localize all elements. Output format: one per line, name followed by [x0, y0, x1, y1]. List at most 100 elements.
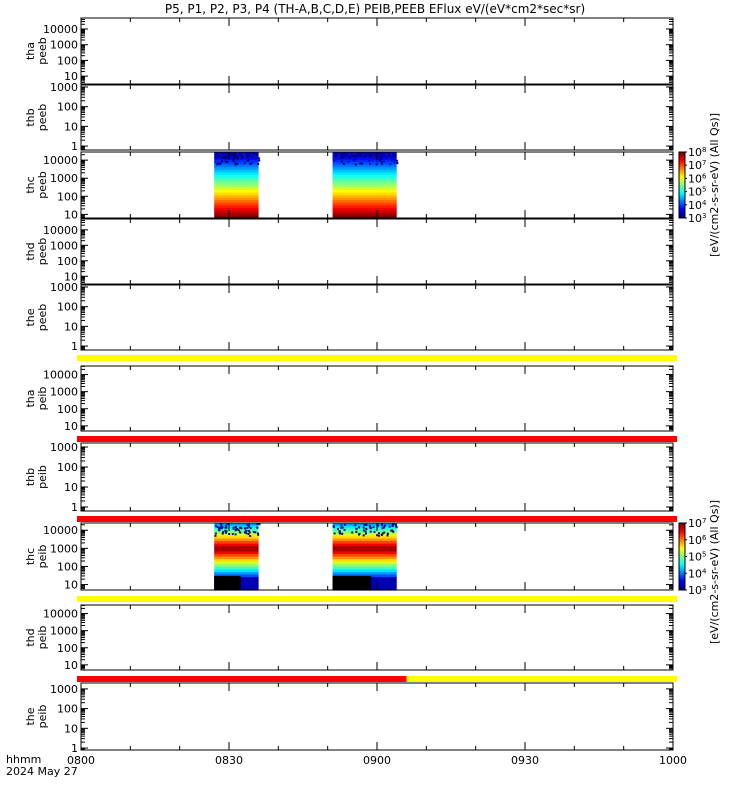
- spectrogram-row: [214, 559, 259, 563]
- spectrogram-speckle: [340, 524, 343, 527]
- spectrogram-speckle: [340, 526, 343, 529]
- spectrogram-speckle: [369, 154, 372, 157]
- spectrogram-speckle: [249, 535, 252, 537]
- spectrogram-speckle: [254, 155, 256, 158]
- colorbar-swatch: [679, 161, 685, 164]
- spectrogram-speckle: [234, 163, 237, 166]
- spectrogram-row: [332, 548, 397, 552]
- colorbar-tick-label: 106: [688, 172, 707, 185]
- spectrogram-speckle: [234, 526, 237, 528]
- spectrogram-speckle: [393, 161, 396, 164]
- panel-frame: [80, 604, 674, 671]
- spectrogram-speckle: [352, 154, 355, 157]
- spectrogram-speckle: [348, 153, 351, 156]
- colorbar-swatch: [679, 561, 685, 564]
- spectrogram-speckle: [340, 156, 343, 159]
- spectrogram-row: [332, 190, 397, 194]
- panel-label-instrument: peeb: [36, 104, 49, 132]
- colorbar-swatch: [679, 214, 685, 217]
- spectrogram-row: [214, 200, 259, 204]
- spectrogram-row: [332, 207, 397, 211]
- spectrogram-speckle: [239, 157, 242, 160]
- spectrogram-row: [332, 164, 397, 168]
- colorbar-swatch: [679, 523, 685, 526]
- spectrogram-row: [214, 192, 259, 196]
- panel-tha-peib: 10 100 1000 10000 tha peib: [24, 365, 677, 442]
- y-tick-label: 10: [64, 481, 78, 494]
- spectrogram-speckle: [352, 159, 355, 162]
- colorbar-swatch: [679, 556, 685, 559]
- spectrogram-speckle: [214, 534, 217, 537]
- spectrogram-speckle: [337, 528, 339, 531]
- spectrogram-speckle: [338, 530, 341, 533]
- spectrogram-row: [332, 215, 397, 219]
- spectrogram-row: [332, 564, 397, 568]
- spectrogram-speckle: [232, 155, 235, 158]
- spectrogram-speckle: [396, 159, 399, 162]
- colorbar-swatch: [679, 580, 685, 583]
- spectrogram-row: [214, 569, 259, 573]
- colorbar-swatch: [679, 199, 685, 202]
- x-tick-label: 0930: [511, 754, 539, 767]
- spectrogram-speckle: [380, 161, 383, 164]
- spectrogram-speckle: [256, 523, 259, 525]
- spectrogram-speckle: [332, 159, 335, 162]
- colorbar-swatch: [679, 559, 685, 563]
- colorbar-swatch: [679, 213, 685, 216]
- spectrogram-speckle: [257, 163, 260, 165]
- spectrogram-speckle: [234, 162, 237, 165]
- spectrogram-speckle: [220, 523, 223, 526]
- spectrogram-speckle: [390, 529, 393, 532]
- spectrogram-row: [332, 200, 397, 204]
- y-tick-label: 1000: [50, 625, 78, 638]
- spectrogram-row: [332, 561, 397, 565]
- y-tick-label: 10000: [43, 154, 78, 167]
- y-tick-label: 1000: [50, 81, 78, 94]
- spectrogram-speckle: [239, 526, 242, 529]
- status-bar-red: [77, 436, 677, 442]
- spectrogram-speckle: [373, 530, 376, 533]
- spectrogram-speckle: [390, 159, 393, 162]
- spectrogram-speckle: [221, 526, 224, 529]
- spectrogram-speckle: [247, 156, 249, 158]
- spectrogram-speckle: [333, 532, 336, 535]
- spectrogram-speckle: [393, 159, 396, 162]
- spectrogram-row: [214, 159, 259, 163]
- spectrogram-row: [214, 546, 259, 550]
- spectrogram-speckle: [249, 162, 252, 165]
- spectrogram-speckle: [380, 163, 383, 165]
- spectrogram-speckle: [386, 534, 389, 537]
- spectrogram-speckle: [225, 530, 228, 533]
- colorbar-swatch: [679, 175, 685, 178]
- status-bar-yellow: [77, 596, 677, 602]
- spectrogram-row: [332, 212, 397, 216]
- y-tick-label: 100: [57, 101, 78, 114]
- status-bar-red: [77, 516, 677, 522]
- colorbar-swatch: [679, 201, 685, 204]
- spectrogram-speckle: [355, 530, 358, 533]
- spectrogram-row: [332, 172, 397, 176]
- spectrogram-speckle: [236, 162, 239, 165]
- colorbar-swatch: [679, 211, 685, 214]
- colorbar-swatch: [679, 531, 685, 534]
- spectrogram-speckle: [241, 156, 243, 159]
- spectrogram-speckle: [258, 159, 261, 162]
- spectrogram-speckle: [243, 162, 246, 165]
- x-tick-label: 0900: [363, 754, 391, 767]
- spectrogram-row: [332, 197, 397, 201]
- colorbar-tick-label: 104: [688, 567, 707, 580]
- spectrogram-speckle: [354, 524, 357, 527]
- colorbar-swatch: [679, 551, 685, 554]
- spectrogram-speckle: [341, 532, 344, 535]
- spectrogram-speckle: [353, 152, 356, 155]
- spectrogram-speckle: [220, 154, 223, 156]
- spectrogram-row: [214, 551, 259, 555]
- y-tick-label: 10000: [43, 608, 78, 621]
- spectrogram-speckle: [364, 530, 367, 533]
- spectrogram-row: [214, 215, 259, 219]
- spectrogram-speckle: [383, 526, 385, 529]
- panel-label-probe: tha: [24, 42, 37, 60]
- y-tick-label: 1000: [50, 172, 78, 185]
- y-tick-label: 10: [64, 420, 78, 433]
- y-tick-label: 1000: [50, 542, 78, 555]
